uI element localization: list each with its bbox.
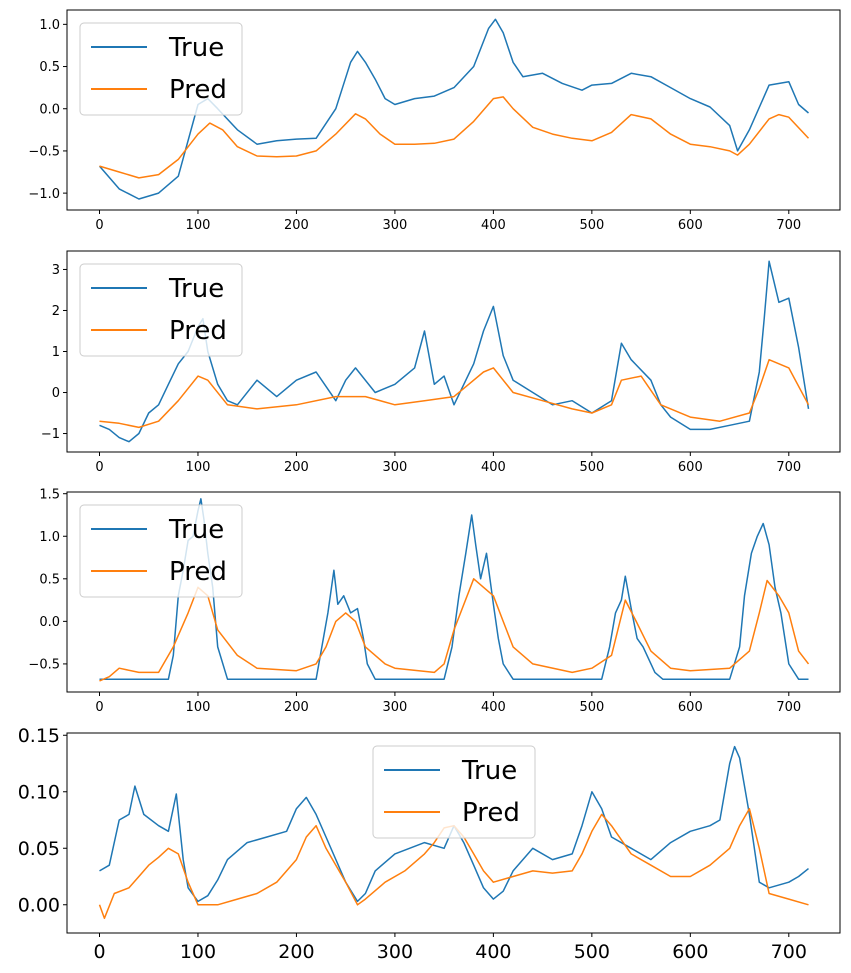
x-tick-label: 600 <box>672 941 708 963</box>
subplot-4: 0 100 200 300 400 500 600 700 0.00 0.05 0.10 0.15 Tr… <box>18 725 841 963</box>
x-tick-label: 600 <box>678 700 703 715</box>
y-tick-label: −0.5 <box>28 658 60 673</box>
legend-label-true: True <box>461 756 517 786</box>
y-tick-label: 0.00 <box>18 895 60 917</box>
x-tick-label: 0 <box>95 700 103 715</box>
y-tick-label: 0.0 <box>39 615 60 630</box>
y-tick-label: 2 <box>52 304 60 319</box>
series-line-true <box>98 18 809 200</box>
subplots: 0 100 200 300 400 500 600 700−1.0−0.50.00.51.0T… <box>18 9 841 963</box>
y-tick-label: −0.5 <box>28 145 60 160</box>
y-tick-label: −1 <box>41 427 60 442</box>
x-tick-label: 700 <box>771 941 807 963</box>
legend-label-pred: Pred <box>169 316 227 346</box>
legend-label-pred: Pred <box>169 75 227 105</box>
x-tick-label: 500 <box>579 460 604 475</box>
subplot-2: 0 100 200 300 400 500 600 700 −1 0 1 2 3 True Pred <box>41 250 841 475</box>
y-tick-label: 0 <box>52 386 60 401</box>
x-tick-label: 600 <box>678 218 703 233</box>
x-tick-label: 700 <box>776 218 801 233</box>
x-tick-label: 0 <box>95 218 103 233</box>
x-tick-label: 600 <box>678 460 703 475</box>
y-tick-label: 1 <box>52 345 60 360</box>
x-tick-label: 0 <box>93 941 105 963</box>
x-tick-label: 100 <box>180 941 216 963</box>
y-tick-label: −1.0 <box>28 187 60 202</box>
legend-label-true: True <box>168 274 224 304</box>
y-tick-label: 0.10 <box>18 782 60 804</box>
legend: True Pred <box>79 504 243 598</box>
x-tick-label: 200 <box>284 700 309 715</box>
x-tick-label: 300 <box>382 460 407 475</box>
series-line-pred <box>99 96 810 179</box>
legend-label-pred: Pred <box>462 798 520 828</box>
x-tick-label: 400 <box>481 460 506 475</box>
x-tick-label: 300 <box>382 218 407 233</box>
axes-frame <box>66 732 841 934</box>
x-tick-label: 500 <box>574 941 610 963</box>
x-tick-label: 200 <box>284 218 309 233</box>
x-tick-label: 400 <box>481 218 506 233</box>
y-tick-label: 0.05 <box>18 838 60 860</box>
x-tick-label: 700 <box>776 460 801 475</box>
legend: True Pred <box>79 22 243 116</box>
y-tick-label: 0.5 <box>39 60 60 75</box>
x-tick-label: 300 <box>377 941 413 963</box>
x-tick-label: 400 <box>475 941 511 963</box>
y-tick-label: 1.0 <box>39 530 60 545</box>
axes-frame <box>66 491 841 693</box>
x-tick-label: 100 <box>186 218 211 233</box>
x-tick-label: 500 <box>579 700 604 715</box>
x-tick-label: 700 <box>776 700 801 715</box>
x-tick-label: 200 <box>278 941 314 963</box>
subplot-3: 0 100 200 300 400 500 600 700 −0.5 0.0 0.5 1.0 1.5 Tr… <box>28 487 841 715</box>
y-tick-label: 0.0 <box>39 102 60 117</box>
y-tick-label: 0.5 <box>39 572 60 587</box>
y-tick-label: 0.15 <box>18 725 60 747</box>
x-tick-label: 200 <box>284 460 309 475</box>
legend-label-true: True <box>168 33 224 63</box>
y-tick-label: 1.5 <box>39 487 60 502</box>
x-tick-label: 500 <box>579 218 604 233</box>
x-tick-label: 0 <box>95 460 103 475</box>
x-tick-label: 100 <box>186 700 211 715</box>
x-tick-label: 100 <box>186 460 211 475</box>
series-line-pred <box>99 358 810 429</box>
y-tick-label: 1.0 <box>39 18 60 33</box>
legend-label-true: True <box>168 515 224 545</box>
x-tick-label: 400 <box>481 700 506 715</box>
y-tick-label: 3 <box>52 263 60 278</box>
subplot-1: 0 100 200 300 400 500 600 700 −1.0 −0.5 0.0 0.5 1.0 T… <box>28 9 841 233</box>
x-tick-label: 300 <box>382 700 407 715</box>
axes-frame <box>66 9 841 211</box>
legend: True Pred <box>372 745 536 839</box>
legend: True Pred <box>79 263 243 357</box>
legend-label-pred: Pred <box>169 557 227 587</box>
